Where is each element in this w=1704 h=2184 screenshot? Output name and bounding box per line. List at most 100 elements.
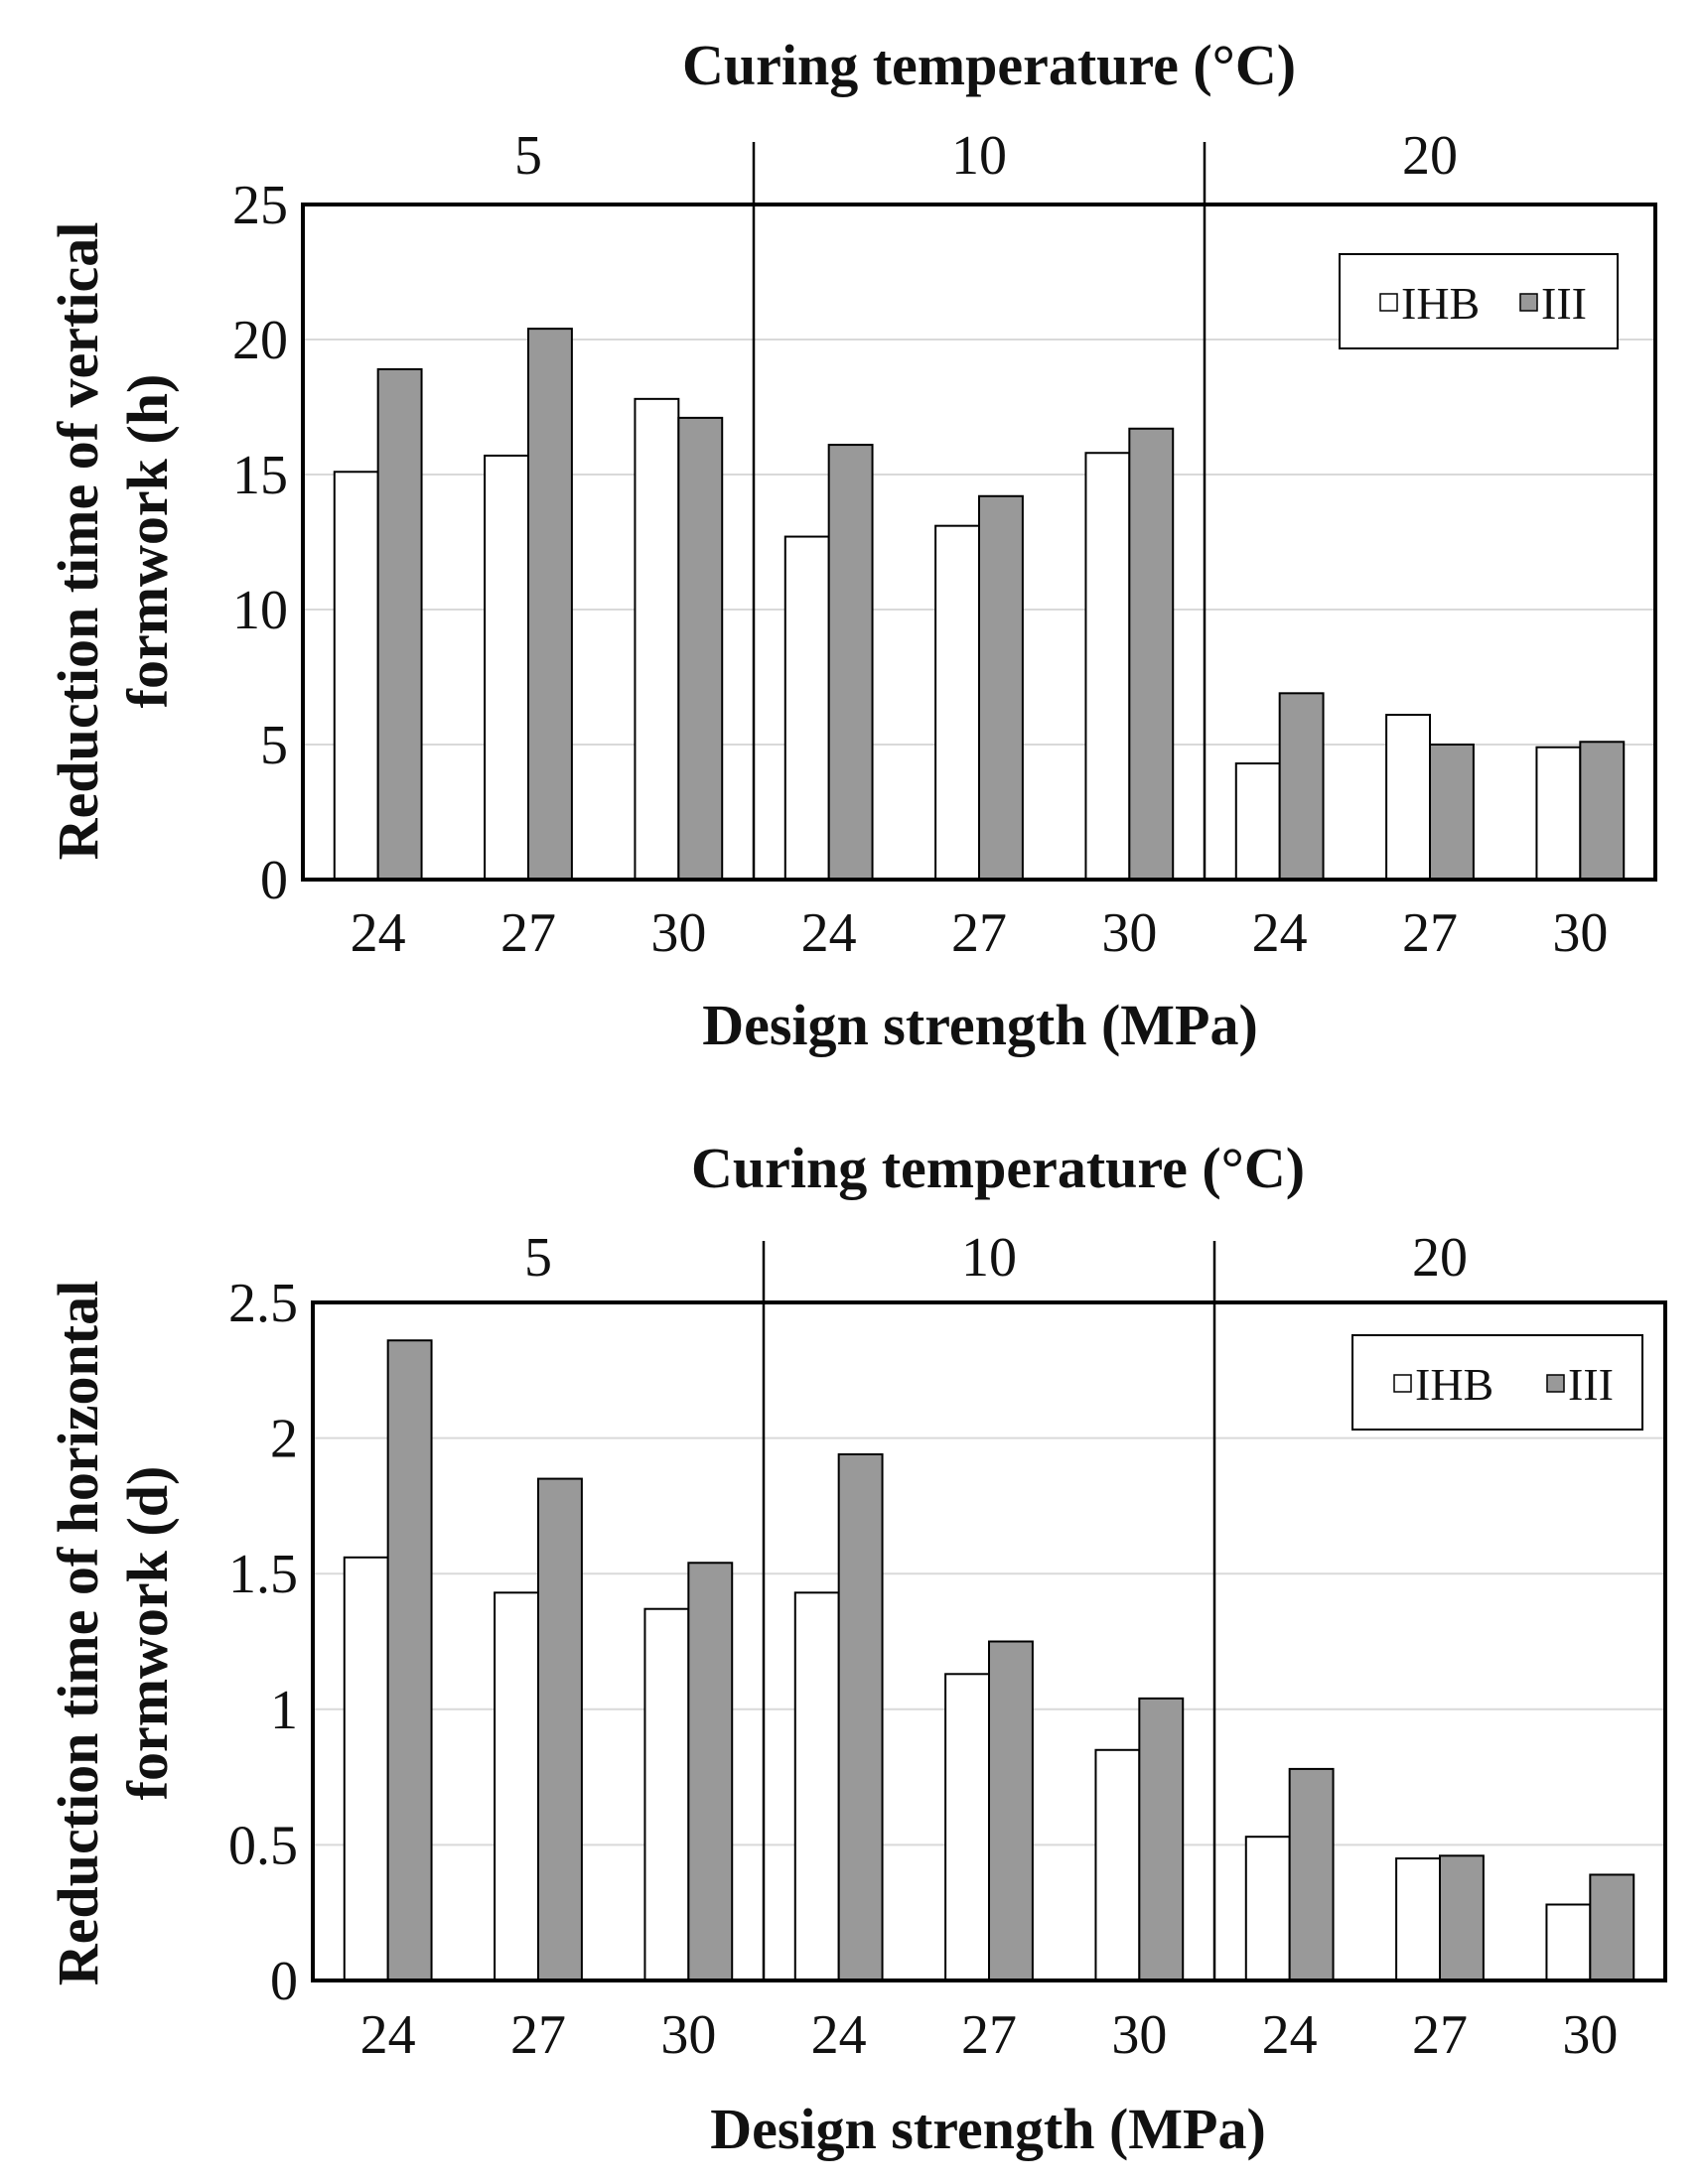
legend: IHB III [1351,1334,1643,1431]
legend-label-iii: III [1568,1359,1614,1410]
x-tick-label: 24 [360,2004,416,2066]
x-tick-label: 27 [961,2004,1017,2066]
y-tick-labels: 0 5 10 15 20 25 [232,175,288,911]
x-tick-label: 30 [650,902,706,964]
bar-ihb-5 [1084,452,1131,881]
bar-ihb-2 [643,1607,690,1981]
x-tick-label: 24 [1262,2004,1318,2066]
group-label-10: 10 [951,125,1007,187]
y-tick-label: 10 [232,580,288,641]
bar-ihb-0 [333,471,379,881]
group-labels: 5 10 20 [524,1227,1468,1289]
x-tick-label: 24 [811,2004,867,2066]
bars [343,1339,1635,1982]
legend-swatch-iii [1519,293,1538,312]
x-tick-label: 30 [1101,902,1157,964]
x-tick-label: 27 [1412,2004,1468,2066]
chart-vertical-formwork: Curing temperature (°C) Design strength … [46,33,1657,1057]
bar-ihb-4 [934,524,981,881]
bar-ihb-1 [484,454,530,881]
bar-iii-6 [1288,1767,1335,1982]
bar-ihb-7 [1385,714,1431,882]
bar-ihb-3 [793,1591,840,1981]
bar-iii-7 [1429,744,1475,881]
x-axis-title: Design strength (MPa) [702,993,1258,1057]
x-tick-label: 27 [951,902,1007,964]
group-label-20: 20 [1412,1227,1468,1289]
group-label-5: 5 [514,125,542,187]
bar-ihb-3 [783,535,830,881]
bar-ihb-7 [1395,1857,1441,1982]
bar-ihb-4 [944,1673,991,1982]
y-axis-title-line-2: formwork (h) [115,374,180,709]
bar-ihb-1 [494,1591,540,1981]
bar-ihb-8 [1545,1903,1592,1982]
legend-swatch-iii [1546,1374,1565,1393]
bar-iii-8 [1579,741,1626,882]
bar-iii-2 [677,416,724,881]
legend: IHB III [1339,253,1619,349]
bar-ihb-8 [1535,746,1582,881]
bar-iii-1 [527,328,573,881]
bar-iii-8 [1589,1873,1635,1982]
bar-ihb-5 [1094,1748,1141,1982]
bar-iii-6 [1278,692,1325,881]
y-tick-label: 25 [232,175,288,236]
legend-label-iii: III [1541,278,1587,329]
y-tick-label: 2.5 [228,1273,298,1334]
x-tick-label: 30 [1111,2004,1167,2066]
legend-swatch-ihb [1379,293,1398,312]
y-tick-label: 2 [270,1409,298,1470]
x-tick-label: 24 [1252,902,1308,964]
top-axis-title: Curing temperature (°C) [682,33,1296,97]
y-tick-labels: 0 0.5 1 1.5 2 2.5 [228,1273,298,2012]
y-tick-label: 0 [260,850,288,911]
legend-label-ihb: IHB [1415,1359,1493,1410]
x-tick-label: 27 [510,2004,566,2066]
bar-iii-4 [978,494,1024,881]
bar-iii-0 [376,367,423,882]
plot-frame [311,1300,1667,1982]
chart-horizontal-formwork: Curing temperature (°C) Design strength … [46,1136,1667,2161]
bar-iii-2 [687,1562,734,1981]
y-axis-title-line-1: Reduction time of horizontal [46,1281,110,1985]
bar-ihb-6 [1244,1836,1291,1981]
bar-iii-0 [386,1339,433,1982]
bars [333,328,1626,882]
y-tick-label: 20 [232,310,288,371]
x-tick-label: 30 [1552,902,1608,964]
y-tick-label: 5 [260,715,288,776]
group-labels: 5 10 20 [514,125,1458,187]
bar-iii-7 [1439,1854,1485,1981]
x-axis-title: Design strength (MPa) [710,2097,1266,2161]
legend-label-ihb: IHB [1401,278,1480,329]
group-label-20: 20 [1402,125,1458,187]
y-tick-label: 0.5 [228,1815,298,1876]
y-tick-label: 1 [270,1680,298,1741]
y-axis-title-line-2: formwork (d) [115,1466,180,1801]
bar-iii-5 [1138,1697,1185,1981]
group-label-5: 5 [524,1227,552,1289]
bar-iii-5 [1128,427,1175,881]
x-tick-label: 30 [1562,2004,1618,2066]
bar-iii-3 [837,1452,884,1981]
top-axis-title: Curing temperature (°C) [691,1136,1305,1200]
legend-swatch-ihb [1393,1374,1412,1393]
group-dividers [752,142,1207,880]
x-tick-label: 30 [660,2004,716,2066]
x-tick-label: 27 [500,902,556,964]
x-tick-label: 27 [1402,902,1458,964]
group-dividers [762,1241,1216,1980]
bar-iii-3 [827,444,874,881]
x-tick-label: 24 [801,902,857,964]
x-tick-label: 24 [351,902,406,964]
x-tick-labels: 24 27 30 24 27 30 24 27 30 [360,2004,1619,2066]
bar-ihb-6 [1234,762,1281,881]
group-label-10: 10 [961,1227,1017,1289]
y-tick-label: 0 [270,1951,298,2012]
bar-ihb-0 [343,1556,389,1981]
y-axis-title-line-1: Reduction time of vertical [46,222,110,861]
x-tick-labels: 24 27 30 24 27 30 24 27 30 [351,902,1609,964]
y-tick-label: 1.5 [228,1544,298,1605]
